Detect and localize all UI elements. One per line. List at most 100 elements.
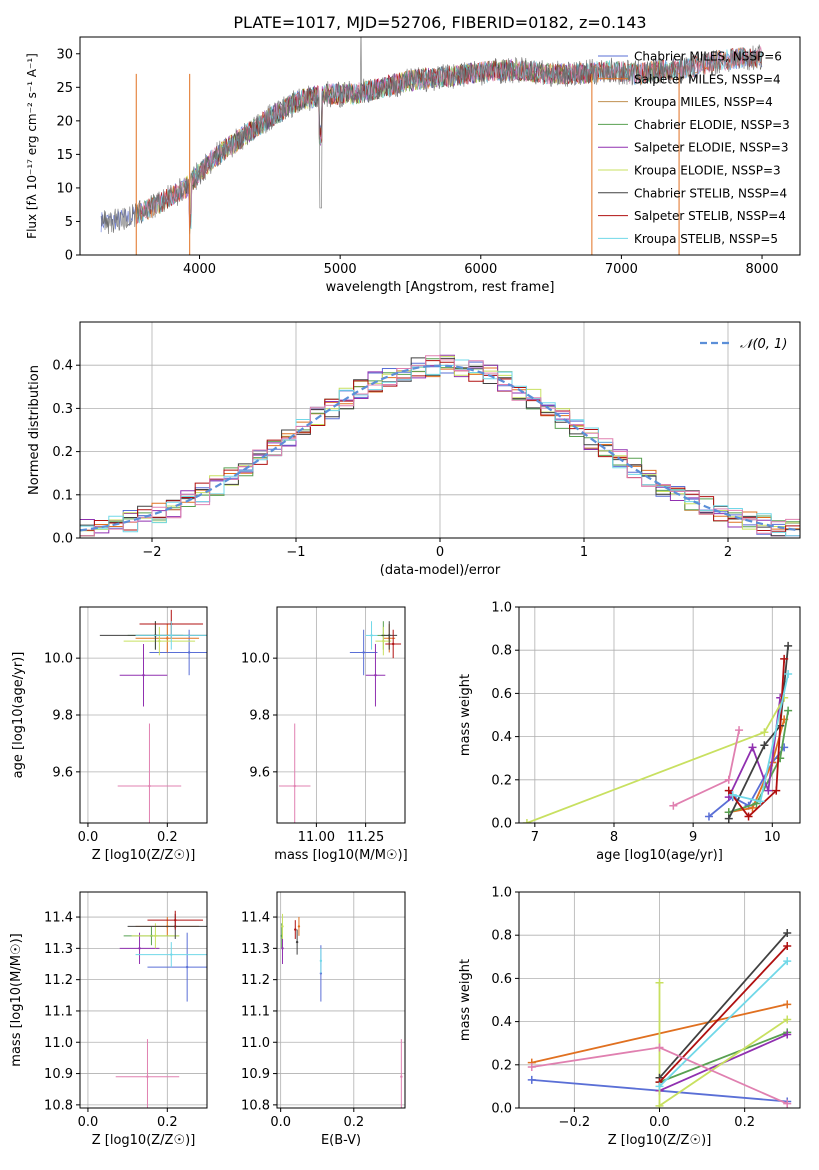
data-point	[400, 1075, 403, 1078]
weight-series-1	[728, 719, 786, 814]
y-tick-label: 0.4	[491, 1015, 512, 1030]
y-axis-label: mass [log10(M/M☉)]	[9, 933, 24, 1066]
data-point	[374, 674, 377, 677]
y-tick-label: 11.2	[241, 973, 270, 988]
axes-frame	[79, 606, 208, 824]
data-point	[294, 928, 297, 931]
y-tick-label: 0.3	[52, 402, 73, 417]
y-axis-label: mass weight	[458, 959, 473, 1041]
weight-marker	[783, 1015, 792, 1024]
data-point	[362, 651, 365, 654]
legend-entry: Salpeter ELODIE, NSSP=3	[634, 141, 789, 155]
axes-frame	[79, 36, 801, 256]
axes-frame	[79, 321, 801, 539]
data-point	[281, 947, 284, 950]
y-tick-label: 0.0	[52, 532, 73, 547]
axes-frame	[276, 891, 406, 1109]
weight-marker	[527, 1075, 536, 1084]
weight-marker	[764, 786, 773, 795]
data-point	[319, 959, 323, 963]
x-axis-label: Z [log10(Z/Z☉)]	[92, 848, 196, 863]
y-tick-label: 0.8	[491, 644, 512, 659]
histogram-series-7	[80, 359, 800, 537]
x-tick-label: 0.0	[78, 1115, 99, 1130]
y-tick-label: 30	[56, 47, 73, 62]
mass-vs-metallicity-panel: 0.0 0.2 10.8 10.9 11.0 11.1 11.2 11.3 11.4 Z [log…	[9, 891, 208, 1148]
data-point	[187, 651, 191, 654]
data-point	[158, 639, 161, 643]
y-tick-label: 0	[65, 249, 73, 264]
weight-marker	[784, 706, 793, 715]
y-tick-label: 0.8	[491, 929, 512, 944]
age-vs-mass-panel: 11.00 11.25 9.6 9.8 10.0 mass [log10(M/M☉)]	[241, 606, 408, 863]
x-axis-label: Z [log10(Z/Z☉)]	[92, 1133, 196, 1148]
data-point	[382, 639, 385, 643]
x-tick-label: 0.0	[649, 1115, 670, 1130]
x-tick-label: 0.0	[78, 830, 99, 845]
weight-marker	[724, 786, 733, 795]
data-point	[297, 925, 301, 928]
y-tick-label: 0.6	[491, 972, 512, 987]
data-point	[170, 953, 173, 956]
y-tick-label: 10	[56, 181, 73, 196]
weight-series-2	[659, 1031, 788, 1083]
x-tick-label: 6000	[464, 262, 497, 277]
weight-marker	[783, 929, 792, 938]
y-tick-label: 11.0	[44, 1036, 73, 1051]
y-tick-label: 0.0	[491, 1102, 512, 1117]
legend-entry: Chabrier STELIB, NSSP=4	[634, 186, 787, 200]
y-tick-label: 11.0	[241, 1036, 270, 1051]
data-point	[281, 925, 284, 928]
weight-marker	[760, 741, 769, 750]
weight-marker	[760, 728, 769, 737]
y-axis-label: age [log10(age/yr)]	[11, 652, 26, 779]
y-tick-label: 11.2	[44, 973, 73, 988]
mass-vs-ebv-panel: 0.0 0.2 10.8 10.9 11.0 11.1 11.2 11.3 11.4 E(B-V)	[241, 891, 406, 1148]
y-tick-label: 0.2	[491, 773, 512, 788]
y-tick-label: 10.8	[44, 1098, 73, 1113]
legend-entry: Kroupa ELODIE, NSSP=3	[634, 164, 781, 178]
y-tick-label: 9.8	[52, 709, 73, 724]
y-axis-label: mass weight	[458, 674, 473, 756]
y-tick-label: 11.1	[241, 1004, 270, 1019]
data-point	[370, 634, 373, 637]
y-tick-label: 9.6	[52, 765, 73, 780]
data-point	[293, 784, 296, 788]
weight-series-6	[728, 658, 786, 818]
data-point	[388, 634, 391, 637]
weight-marker	[784, 641, 793, 650]
x-axis-label: Z [log10(Z/Z☉)]	[608, 1133, 712, 1148]
y-tick-label: 10.8	[241, 1098, 270, 1113]
axes-frame	[518, 606, 801, 824]
x-axis-label: age [log10(age/yr)]	[596, 848, 723, 863]
y-tick-label: 9.6	[249, 765, 270, 780]
data-point	[174, 918, 177, 922]
weight-marker	[783, 1099, 792, 1108]
weight-marker	[784, 669, 793, 678]
y-tick-label: 0.6	[491, 687, 512, 702]
x-tick-label: −1	[286, 545, 305, 560]
weight-marker	[748, 743, 757, 752]
weight-marker	[783, 957, 792, 966]
y-tick-label: 11.4	[241, 911, 270, 926]
mass-weight-vs-age-panel: 7 8 9 10 0.0 0.2 0.4 0.6 0.8 1.0 age [log10(age/yr…	[458, 601, 801, 863]
y-tick-label: 11.3	[241, 942, 270, 957]
weight-marker	[744, 812, 753, 821]
legend-entry: 𝒩(0, 1)	[740, 337, 787, 352]
x-tick-label: −2	[142, 545, 161, 560]
x-tick-label: 1	[580, 545, 588, 560]
data-point	[185, 965, 189, 969]
x-tick-label: 9	[689, 830, 697, 845]
weight-marker	[704, 812, 713, 821]
x-tick-label: 7	[531, 830, 539, 845]
weight-marker	[783, 1000, 792, 1009]
x-tick-label: −0.2	[559, 1115, 591, 1130]
x-tick-label: 8	[610, 830, 618, 845]
weight-marker	[780, 654, 789, 663]
x-axis-label: E(B-V)	[321, 1133, 361, 1148]
y-tick-label: 11.4	[44, 911, 73, 926]
y-tick-label: 0.4	[52, 359, 73, 374]
weight-marker	[527, 1062, 536, 1071]
weight-series-6	[658, 945, 788, 1083]
